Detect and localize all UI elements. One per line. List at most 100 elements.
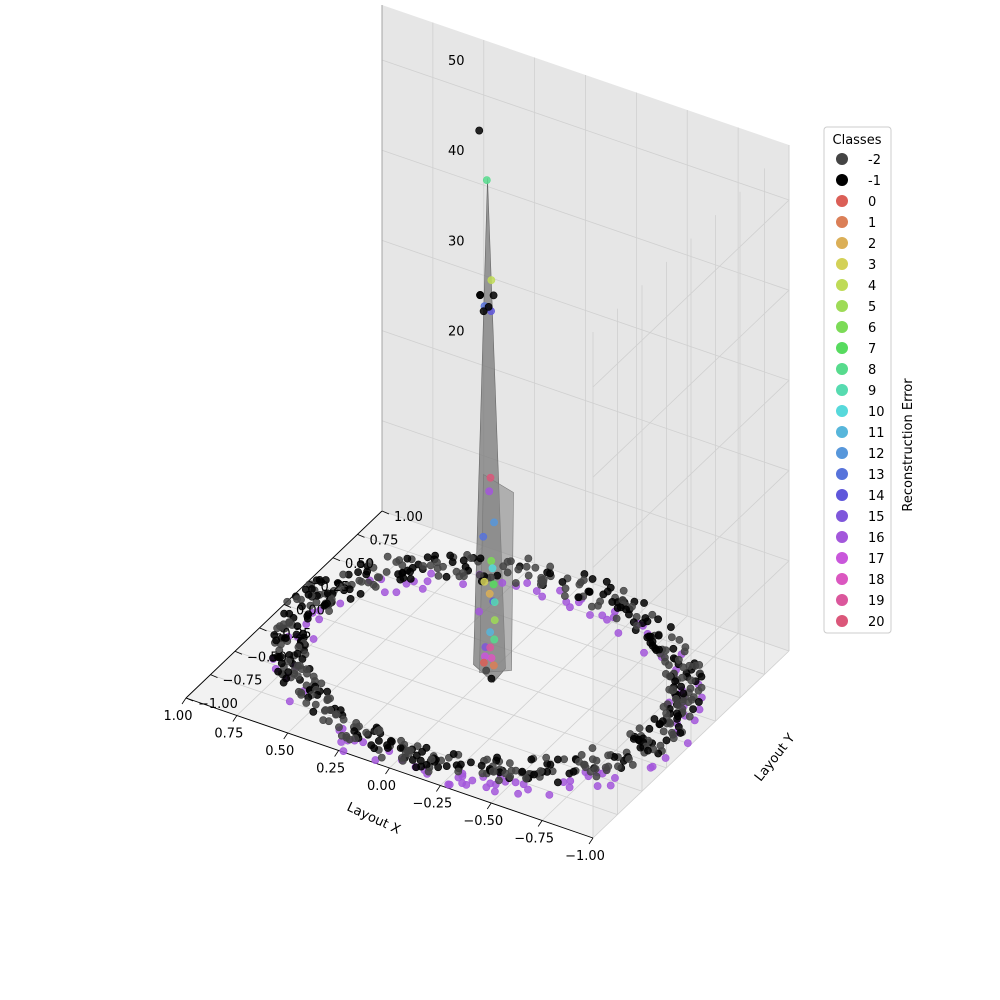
ring-point (635, 724, 644, 733)
ring-point (476, 554, 485, 563)
legend-label: 15 (868, 510, 885, 525)
ring-point (537, 576, 546, 584)
legend-marker (836, 426, 848, 438)
ring-point (285, 697, 294, 706)
data-points (269, 126, 706, 799)
ring-point (608, 598, 617, 606)
y-tick (210, 674, 218, 678)
ring-point (446, 551, 455, 560)
legend-marker (836, 531, 848, 543)
legend-label: 5 (868, 300, 876, 315)
y-tick-label: 1.00 (394, 510, 423, 525)
ring-point (566, 603, 574, 612)
ring-point (492, 756, 501, 765)
ring-point (367, 741, 376, 750)
ring-point (392, 588, 401, 597)
grid-line (381, 330, 790, 658)
center-point (479, 307, 488, 316)
ring-point (320, 706, 329, 715)
ring-point (538, 592, 547, 601)
ring-point (339, 570, 348, 579)
ring-point (695, 698, 703, 706)
ring-point (684, 698, 693, 707)
center-point (487, 276, 496, 285)
z-tick-label: 40 (448, 144, 465, 159)
ring-point (674, 712, 682, 721)
ring-point (676, 729, 685, 737)
ring-point (644, 746, 652, 755)
ring-point (373, 727, 382, 736)
y-tick (283, 604, 292, 608)
legend-label: 19 (868, 594, 885, 609)
legend-label: 17 (868, 552, 885, 567)
ring-point (315, 615, 324, 624)
legend-marker (836, 510, 848, 522)
x-tick-label: −0.25 (412, 797, 452, 812)
ring-point (321, 600, 329, 609)
legend-label: -1 (868, 174, 881, 189)
ring-point (604, 751, 612, 760)
ring-point (418, 584, 427, 593)
ring-point (269, 654, 277, 662)
legend-label: 8 (868, 363, 876, 378)
ring-point (416, 756, 425, 765)
ring-point (434, 763, 443, 772)
ring-point (588, 744, 597, 752)
ring-point (586, 767, 595, 776)
ring-point (293, 672, 302, 681)
ring-point (514, 789, 522, 798)
legend-marker (836, 384, 848, 396)
ring-point (332, 710, 341, 719)
ring-point (309, 635, 318, 643)
ring-point (454, 767, 463, 776)
ring-point (383, 741, 391, 750)
ring-point (423, 553, 432, 562)
legend-label: 3 (868, 258, 876, 273)
center-point (490, 598, 499, 607)
ring-point (695, 705, 704, 714)
ring-point (293, 649, 302, 658)
legend-marker (836, 405, 848, 417)
ring-point (377, 753, 386, 762)
ring-point (448, 558, 457, 567)
ring-point (640, 648, 648, 657)
y-tick (308, 580, 316, 585)
z-tick-label: 30 (448, 234, 465, 249)
ring-point (553, 755, 562, 764)
y-tick-label: 0.00 (296, 604, 325, 619)
x-tick-label: 0.25 (316, 762, 345, 777)
ring-point (394, 570, 402, 578)
ring-point (294, 687, 303, 696)
ring-point (689, 705, 697, 713)
ring-point (640, 599, 648, 607)
y-tick-label: −0.25 (272, 627, 312, 642)
ring-point (602, 577, 611, 586)
x-tick (486, 802, 492, 810)
ring-point (530, 770, 538, 779)
ring-point (354, 568, 362, 577)
ring-point (561, 584, 570, 593)
ring-point (667, 633, 676, 642)
ring-point (687, 676, 696, 685)
ring-point (493, 571, 502, 580)
ring-point (434, 572, 443, 580)
legend-marker (836, 468, 848, 480)
legend-title: Classes (833, 133, 882, 148)
ring-point (574, 593, 583, 602)
x-tick (283, 732, 289, 740)
ring-point (685, 712, 694, 721)
ring-point (599, 590, 608, 599)
ring-point (679, 689, 688, 698)
grid-line (381, 420, 790, 749)
x-tick (232, 715, 238, 722)
legend-marker (836, 258, 848, 270)
ring-point (488, 767, 497, 776)
legend-marker (836, 342, 848, 354)
ring-point (592, 772, 601, 781)
outlier-point (475, 126, 484, 135)
center-point (486, 473, 495, 482)
center-point (480, 577, 489, 586)
ring-point (645, 724, 654, 733)
y-tick-label: −0.50 (247, 650, 287, 665)
